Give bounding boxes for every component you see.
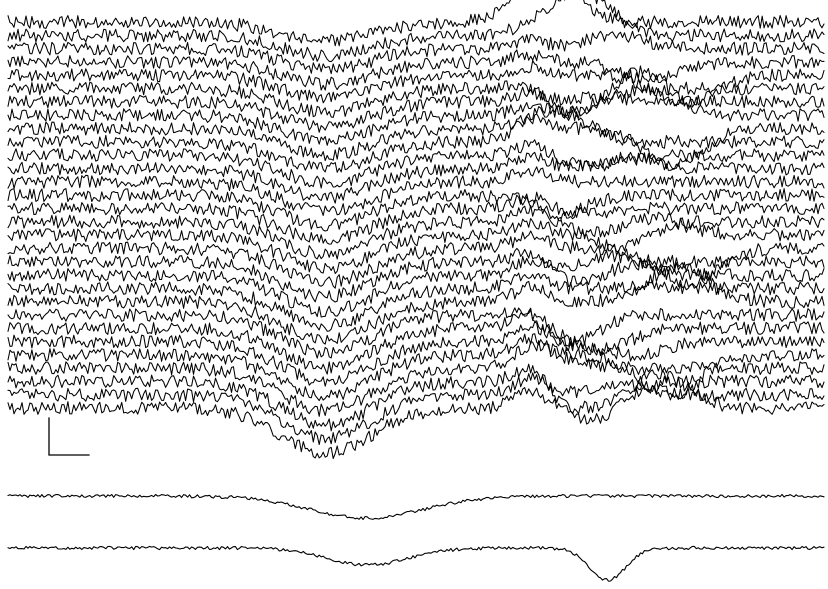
- trial-trace: [7, 113, 825, 171]
- trial-trace: [7, 333, 825, 402]
- trial-trace: [7, 86, 825, 133]
- trial-trace: [7, 249, 825, 318]
- trial-trace: [7, 230, 825, 289]
- trial-trace: [7, 139, 825, 189]
- single-trial-traces: [7, 0, 825, 460]
- trial-trace: [7, 59, 825, 108]
- trial-trace: [7, 30, 825, 75]
- trial-trace: [7, 272, 825, 332]
- trial-trace: [7, 151, 825, 204]
- trial-trace: [7, 211, 825, 275]
- scale-bar-lines: [48, 417, 90, 456]
- trial-trace: [7, 166, 825, 216]
- trial-trace: [7, 65, 825, 146]
- trial-trace: [7, 105, 825, 173]
- trial-trace: [7, 321, 825, 387]
- trial-trace: [7, 307, 825, 359]
- trial-trace: [7, 340, 825, 417]
- trial-trace: [7, 0, 825, 47]
- trial-trace: [7, 363, 825, 432]
- trial-trace: [7, 49, 825, 91]
- trial-trace: [7, 191, 825, 245]
- scale-bar: [48, 417, 90, 456]
- trial-trace: [7, 369, 825, 460]
- trial-trace: [7, 307, 825, 375]
- trial-trace: [7, 261, 825, 345]
- average-traces: [7, 493, 825, 582]
- trial-trace: [7, 247, 825, 303]
- average-trace-2: [7, 545, 825, 582]
- average-trace-1: [7, 493, 825, 521]
- trial-trace: [7, 205, 825, 260]
- trial-trace: [7, 188, 825, 232]
- trial-trace: [7, 0, 825, 63]
- trial-trace: [7, 80, 825, 119]
- trial-trace: [7, 372, 825, 446]
